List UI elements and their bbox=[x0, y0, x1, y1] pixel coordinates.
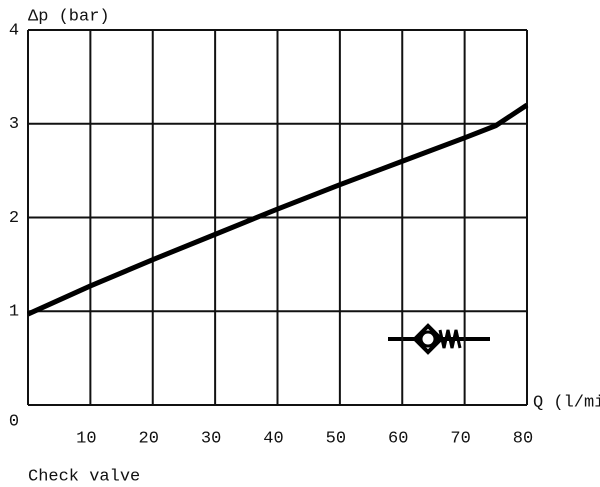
check-valve-symbol bbox=[388, 323, 490, 355]
y-tick-label: 0 bbox=[9, 412, 19, 431]
x-tick-label: 10 bbox=[76, 429, 96, 448]
x-tick-label: 70 bbox=[450, 429, 470, 448]
x-tick-label: 40 bbox=[263, 429, 283, 448]
y-tick-label: 4 bbox=[9, 21, 19, 40]
x-tick-label: 30 bbox=[201, 429, 221, 448]
y-tick-label: 3 bbox=[9, 115, 19, 134]
x-axis-label: Q (l/min) bbox=[533, 393, 600, 412]
y-tick-label: 2 bbox=[9, 209, 19, 228]
y-axis-label: Δp (bar) bbox=[28, 7, 110, 26]
x-tick-label: 60 bbox=[388, 429, 408, 448]
x-tick-label: 20 bbox=[139, 429, 159, 448]
x-tick-label: 80 bbox=[513, 429, 533, 448]
x-tick-label: 50 bbox=[326, 429, 346, 448]
data-line bbox=[26, 102, 529, 317]
y-tick-label: 1 bbox=[9, 303, 19, 322]
caption: Check valve bbox=[28, 467, 140, 486]
